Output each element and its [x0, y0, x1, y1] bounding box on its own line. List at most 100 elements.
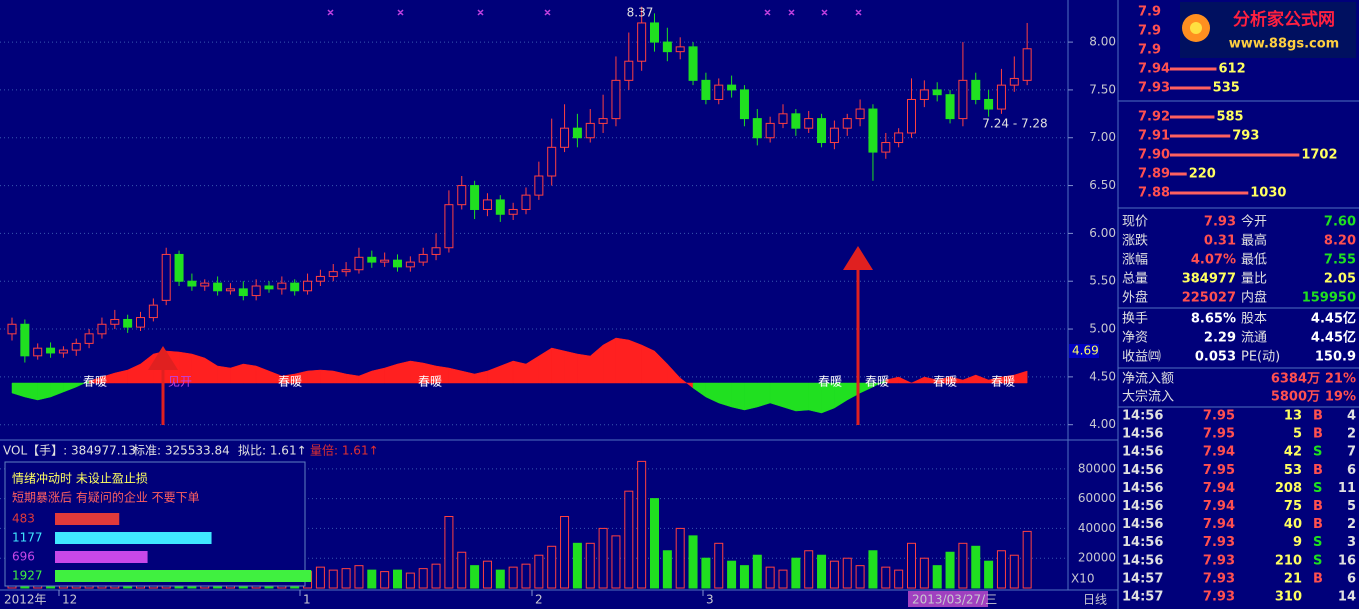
y-tick-label: 40000 — [1078, 521, 1116, 535]
candle-body — [495, 199, 505, 215]
candle-body — [7, 323, 17, 335]
candle-body — [611, 79, 621, 120]
trade-price: 7.94 — [1203, 517, 1235, 532]
oscillator-area — [898, 376, 912, 384]
volume-bar — [457, 551, 467, 589]
annotation: 春暖 — [278, 375, 302, 389]
stat-value: 8.65% — [1191, 312, 1236, 327]
logo-url: www.88gs.com — [1229, 37, 1339, 52]
volume-bar — [547, 545, 557, 589]
oscillator-area — [602, 337, 617, 384]
candle-body — [354, 256, 364, 271]
stat-label: 量比 — [1241, 272, 1267, 287]
trade-volume: 40 — [1284, 517, 1302, 532]
candle-body — [315, 275, 325, 282]
volume-bar — [752, 554, 762, 589]
order-bar — [1170, 134, 1231, 138]
volume-bar — [855, 565, 865, 589]
trade-time: 14:56 — [1122, 553, 1163, 568]
volume-bar — [341, 568, 351, 589]
y-tick-label: 5.00 — [1089, 322, 1116, 336]
y-tick-label: 8.00 — [1089, 35, 1116, 49]
oscillator-area — [538, 347, 552, 384]
trade-price: 7.95 — [1203, 427, 1235, 442]
volume-bar — [418, 568, 428, 589]
candle-body — [842, 118, 852, 129]
candle-body — [33, 347, 43, 357]
trade-side: S — [1313, 445, 1322, 460]
candle-body — [662, 41, 672, 53]
oscillator-area — [487, 365, 501, 384]
candle-body — [136, 317, 145, 328]
volume-bar — [971, 545, 981, 589]
trade-time: 14:56 — [1122, 409, 1163, 424]
oscillator-area — [243, 363, 257, 384]
annotation: 春暖 — [991, 375, 1015, 389]
candle-body — [572, 127, 582, 139]
cursor-price-bg — [1069, 344, 1099, 358]
volume-bar — [765, 566, 775, 589]
y-tick-label: 6.50 — [1089, 178, 1116, 192]
stat-value: 8.20 — [1324, 234, 1356, 249]
trade-volume: 9 — [1293, 535, 1302, 550]
stat-value: 0.31 — [1204, 234, 1236, 249]
trade-price: 7.93 — [1203, 535, 1235, 550]
flow-label: 净流入额 — [1122, 372, 1174, 387]
volume-header: VOL【手】: 384977.13 — [3, 444, 136, 458]
annotation: 见开 — [168, 375, 192, 389]
box-bar — [55, 513, 120, 525]
oscillator-area — [63, 382, 77, 393]
volume-bar — [482, 560, 492, 589]
volume-bar — [945, 551, 955, 589]
oscillator-area — [114, 369, 128, 384]
candle-body — [547, 146, 557, 177]
logo-flower-center — [1190, 22, 1202, 34]
candle-body — [1022, 48, 1032, 81]
oscillator-area — [628, 339, 642, 384]
order-price: 7.93 — [1138, 81, 1170, 96]
candle-body — [804, 118, 814, 129]
volume-bar — [984, 560, 994, 589]
box-value: 1927 — [12, 569, 43, 583]
x-tick-label: 12 — [62, 593, 77, 607]
x-tick-label: 2012年 — [4, 593, 47, 607]
candle-body — [919, 89, 929, 100]
trade-count: 2 — [1347, 517, 1356, 532]
volume-bar — [727, 560, 737, 589]
candle-body — [418, 253, 428, 263]
order-volume: 1030 — [1250, 186, 1286, 201]
volume-bar — [701, 557, 711, 589]
order-volume: 793 — [1232, 129, 1259, 144]
stat-label: 净资 — [1122, 331, 1148, 346]
candle-body — [213, 282, 223, 292]
candle-body — [868, 108, 878, 153]
volume-bar — [624, 490, 634, 589]
oscillator-area — [692, 382, 707, 398]
x-tick-label: 2 — [535, 593, 543, 607]
stat-label: 流通 — [1241, 331, 1267, 346]
volume-bar — [778, 569, 788, 589]
box-bar — [55, 532, 212, 544]
candle-body — [290, 282, 300, 292]
candle-body — [958, 79, 968, 120]
top-markers — [327, 9, 862, 16]
oscillator-area — [140, 353, 154, 384]
stat-label: 最低 — [1241, 253, 1267, 268]
order-price: 7.9 — [1138, 43, 1161, 58]
volume-bar — [804, 550, 814, 589]
annotation: 春暖 — [933, 375, 957, 389]
trade-price: 7.93 — [1203, 571, 1235, 586]
trade-price: 7.95 — [1203, 463, 1235, 478]
trade-price: 7.94 — [1203, 499, 1235, 514]
trade-price: 7.94 — [1203, 481, 1235, 496]
order-bar — [1170, 172, 1187, 176]
cursor-price: 4.69 — [1072, 344, 1099, 358]
candle-body — [778, 113, 788, 124]
candle-body — [457, 185, 467, 206]
trade-time: 14:56 — [1122, 481, 1163, 496]
candle-body — [701, 79, 711, 100]
flow-value: 5800万 — [1271, 390, 1320, 405]
trade-time: 14:56 — [1122, 535, 1163, 550]
quote-panel: 分析家公式网 www.88gs.com 7.9 7.9 7.9 7.94 612 7.93… — [1118, 2, 1359, 605]
